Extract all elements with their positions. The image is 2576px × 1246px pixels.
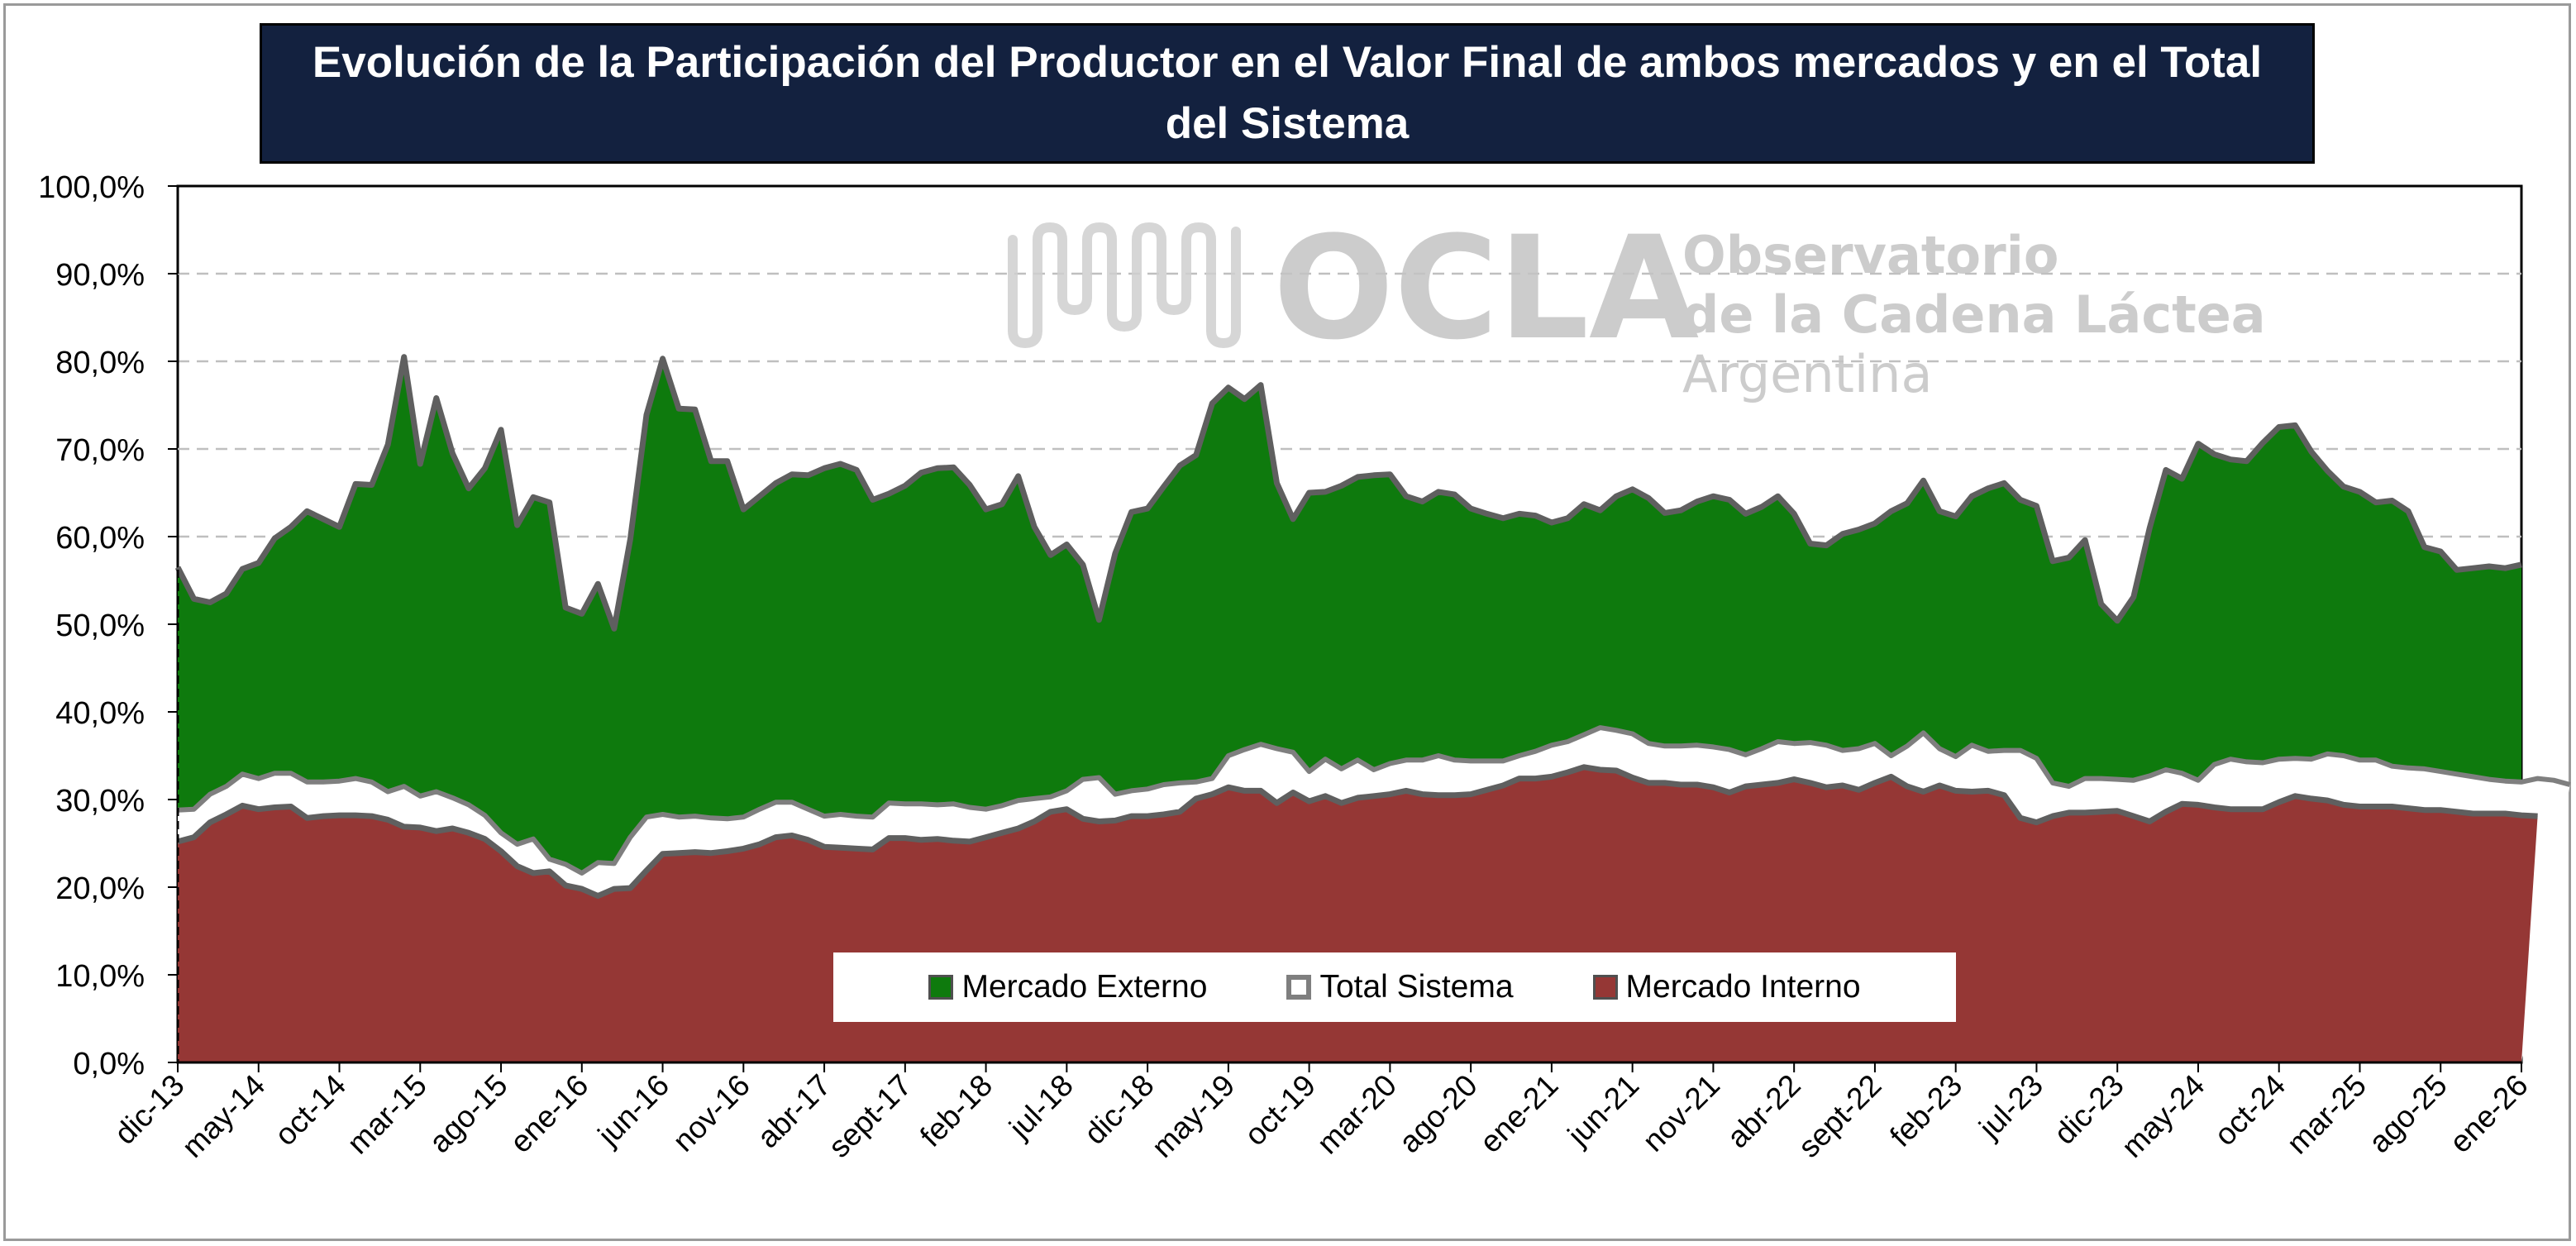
x-tick-label: jul-23 [1972,1068,2049,1146]
x-tick-label: may-19 [1145,1068,1241,1164]
ocla-line2: de la Cadena Láctea [1682,284,2266,345]
x-tick-label: feb-23 [1883,1068,1968,1153]
legend-item-mercado-externo: Mercado Externo [928,969,1207,1005]
line-mercado-interno [177,764,2538,900]
x-tick-label: feb-18 [914,1068,999,1153]
x-tick-label: sept-17 [822,1068,918,1164]
y-tick-label: 70,0% [55,433,145,468]
chart-title-line-2: del Sistema [1165,99,1410,148]
y-tick-label: 40,0% [55,696,145,731]
y-tick-label: 100,0% [38,170,145,205]
x-tick-label: may-14 [175,1068,271,1164]
legend-label-mercado-interno: Mercado Interno [1625,969,1861,1005]
legend-item-mercado-interno: Mercado Interno [1592,969,1861,1005]
x-tick-label: jun-21 [1561,1068,1645,1153]
x-tick-label: ene-16 [503,1068,594,1159]
ocla-watermark: OCLA Observatorio de la Cadena Láctea Ar… [1008,205,2266,404]
line-mercado-externo [174,354,2522,632]
legend-swatch-mercado-interno [1592,975,1618,1000]
legend-label-total-sistema: Total Sistema [1319,969,1514,1005]
x-tick-label: may-24 [2115,1068,2211,1164]
x-tick-label: oct-24 [2208,1068,2292,1153]
legend-swatch-total-sistema [1286,975,1312,1000]
x-tick-label: ago-15 [422,1068,513,1159]
x-tick-label: ago-25 [2362,1068,2453,1159]
y-tick-label: 90,0% [55,258,145,293]
y-tick-label: 60,0% [55,521,145,556]
x-tick-label: mar-20 [1310,1068,1403,1161]
y-tick-label: 20,0% [55,871,145,906]
x-tick-label: sept-22 [1791,1068,1887,1164]
ocla-line3: Argentina [1682,344,1932,404]
x-tick-label: mar-15 [341,1068,433,1161]
ocla-line1: Observatorio [1682,225,2059,285]
x-tick-label: ene-21 [1473,1068,1564,1159]
y-tick-label: 80,0% [55,346,145,380]
x-tick-label: oct-19 [1238,1068,1323,1153]
ocla-logo-text: OCLA [1273,205,1699,371]
line-total-sistema [177,725,2571,876]
legend-label-mercado-externo: Mercado Externo [961,969,1208,1005]
legend: Mercado Externo Total Sistema Mercado In… [833,952,1956,1022]
x-tick-label: jun-16 [591,1068,675,1153]
chart-title: Evolución de la Participación del Produc… [260,23,2315,164]
chart-title-line-1: Evolución de la Participación del Produc… [312,38,2263,87]
x-tick-label: ago-20 [1392,1068,1483,1159]
y-tick-label: 0,0% [73,1047,145,1081]
y-tick-label: 10,0% [55,959,145,994]
x-tick-label: ene-26 [2443,1068,2534,1159]
x-axis: dic-13may-14oct-14mar-15ago-15ene-16jun-… [107,1062,2535,1164]
ocla-wave-logo [1008,222,1241,349]
y-tick-label: 50,0% [55,609,145,643]
y-tick-label: 30,0% [55,784,145,819]
x-tick-label: jul-18 [1002,1068,1080,1146]
y-axis: 0,0% 10,0% 20,0% 30,0% 40,0% 50,0% 60,0% 70,0% 8… [38,170,2521,1081]
x-tick-label: nov-21 [1636,1068,1726,1158]
legend-swatch-mercado-externo [928,975,954,1000]
x-tick-label: nov-16 [666,1068,756,1158]
x-tick-label: mar-25 [2280,1068,2373,1161]
legend-item-total-sistema: Total Sistema [1286,969,1514,1005]
x-tick-label: oct-14 [268,1068,352,1153]
